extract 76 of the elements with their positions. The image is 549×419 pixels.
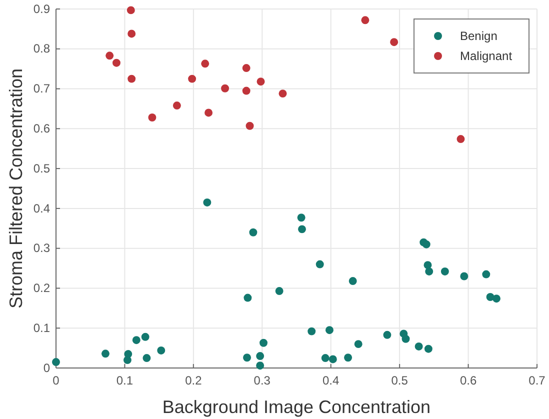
point — [348, 277, 357, 286]
point — [101, 350, 110, 358]
point — [112, 58, 120, 67]
y-tick-label: 0.2 — [33, 281, 50, 296]
y-tick-label: 0.3 — [33, 241, 50, 256]
legend-label: Malignant — [460, 49, 513, 63]
point — [132, 336, 140, 344]
point — [328, 355, 337, 364]
x-tick-label: 0.4 — [322, 374, 340, 388]
point — [456, 135, 465, 144]
point — [106, 52, 114, 60]
point — [256, 352, 264, 360]
point — [460, 272, 468, 280]
point — [256, 362, 264, 370]
point — [244, 294, 252, 302]
x-tick-label: 0.3 — [254, 374, 271, 388]
point — [203, 198, 212, 206]
point — [354, 340, 362, 348]
y-tick-label: 0.7 — [33, 82, 50, 96]
point — [275, 287, 284, 295]
point — [128, 74, 136, 83]
point — [308, 327, 316, 336]
point — [142, 354, 151, 362]
x-tick-label: 0.5 — [391, 374, 408, 388]
x-tick-label: 0.6 — [460, 374, 477, 388]
point — [242, 86, 250, 95]
point — [383, 330, 392, 339]
point — [297, 214, 306, 222]
y-tick-label: 0 — [43, 360, 50, 375]
x-tick-label: 0.1 — [116, 374, 134, 388]
point — [344, 354, 352, 362]
point — [325, 326, 334, 334]
point — [201, 60, 210, 68]
point — [298, 225, 306, 234]
y-tick-label: 0.4 — [33, 201, 50, 216]
x-tick-label: 0 — [52, 374, 60, 388]
point — [141, 332, 150, 341]
point — [482, 270, 490, 278]
point — [414, 342, 423, 350]
point — [440, 267, 449, 276]
point — [249, 228, 258, 236]
point — [492, 294, 500, 303]
point — [188, 74, 196, 83]
y-tick-label: 0.5 — [33, 161, 50, 176]
point — [52, 358, 60, 366]
point — [390, 38, 398, 46]
point — [242, 64, 250, 72]
point — [221, 84, 230, 92]
point — [316, 260, 324, 268]
point — [148, 114, 156, 122]
point — [128, 30, 136, 38]
x-tick-label: 0.7 — [528, 374, 546, 388]
point — [172, 102, 181, 110]
y-tick-label: 0.8 — [33, 42, 50, 56]
point — [126, 6, 135, 14]
point — [422, 240, 430, 248]
point — [124, 350, 132, 358]
point — [361, 16, 370, 24]
y-axis-title: Stroma Filtered Concentration — [6, 68, 26, 309]
point — [402, 334, 410, 343]
point — [243, 354, 252, 362]
y-tick-label: 0.9 — [33, 2, 50, 16]
point — [424, 344, 432, 353]
point — [260, 338, 268, 347]
point — [246, 122, 254, 130]
y-tick-label: 0.6 — [33, 122, 50, 136]
y-tick-label: 0.1 — [33, 320, 50, 335]
x-axis-title: Background Image Concentration — [162, 397, 431, 417]
point — [157, 346, 166, 354]
point — [204, 108, 213, 117]
point — [321, 354, 330, 362]
x-tick-label: 0.2 — [185, 374, 202, 388]
point — [278, 90, 287, 98]
point — [425, 267, 434, 276]
point — [256, 78, 265, 86]
legend-label: Benign — [460, 29, 498, 43]
